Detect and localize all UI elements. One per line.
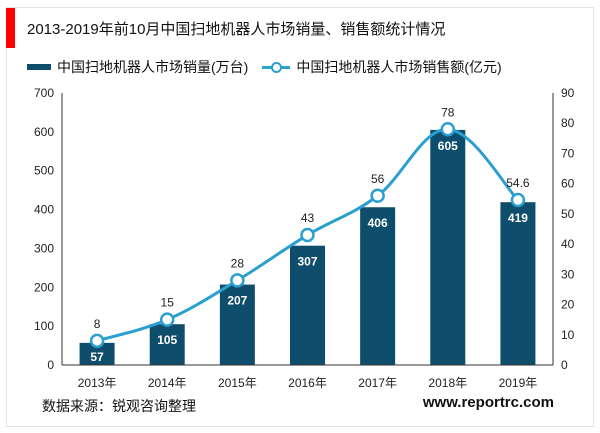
x-tick-label: 2018年 (428, 376, 467, 390)
title-accent-bar (6, 8, 15, 48)
left-tick-label: 200 (34, 280, 54, 294)
source-note: 数据来源：锐观咨询整理 (42, 398, 196, 414)
line-point (440, 122, 456, 137)
bar-value-label: 207 (227, 294, 247, 308)
line-point (370, 188, 385, 204)
right-tick-label: 20 (561, 298, 575, 312)
line-point (510, 192, 526, 208)
right-tick-label: 40 (561, 237, 575, 251)
line-value-label: 78 (441, 105, 455, 119)
left-tick-label: 300 (34, 241, 54, 255)
x-tick-label: 2014年 (148, 376, 187, 390)
bar (500, 202, 536, 365)
left-tick-label: 100 (34, 319, 54, 333)
line-value-label: 15 (161, 296, 175, 310)
line-point (89, 333, 105, 349)
legend-line-swatch (262, 62, 291, 73)
right-tick-label: 50 (561, 207, 575, 221)
bar-value-label: 419 (508, 211, 528, 225)
right-tick-label: 80 (561, 116, 575, 130)
left-tick-label: 500 (34, 164, 54, 178)
line-value-label: 56 (371, 172, 385, 186)
line-point (300, 227, 315, 243)
right-tick-label: 90 (561, 86, 575, 100)
bar-value-label: 406 (368, 216, 388, 230)
x-tick-label: 2013年 (78, 376, 117, 390)
left-tick-label: 700 (34, 86, 54, 100)
bar-value-label: 605 (438, 139, 458, 153)
legend-bar-swatch (27, 64, 51, 70)
right-tick-label: 60 (561, 177, 575, 191)
right-tick-label: 70 (561, 146, 575, 160)
x-tick-label: 2016年 (288, 376, 327, 390)
line-point (159, 312, 175, 327)
left-tick-label: 0 (47, 358, 54, 372)
right-tick-label: 10 (561, 328, 575, 342)
x-tick-label: 2017年 (358, 376, 397, 390)
x-tick-label: 2019年 (499, 376, 538, 390)
bar-value-label: 105 (157, 333, 177, 347)
bar (430, 129, 466, 365)
line-value-label: 43 (301, 211, 315, 225)
line-value-label: 8 (94, 317, 101, 331)
bar (79, 342, 115, 365)
left-tick-label: 400 (34, 203, 54, 217)
bar (290, 245, 325, 365)
legend-label-bar: 中国扫地机器人市场销量(万台) (57, 59, 249, 75)
bar (219, 284, 255, 365)
legend: 中国扫地机器人市场销量(万台) 中国扫地机器人市场销售额(亿元) (27, 57, 502, 77)
line-value-label: 28 (231, 256, 245, 270)
bar-value-label: 307 (297, 255, 317, 269)
bar (149, 324, 185, 365)
line-point (230, 273, 245, 288)
chart-title: 2013-2019年前10月中国扫地机器人市场销量、销售额统计情况 (27, 21, 446, 38)
watermark: www.reportrc.com (422, 394, 554, 411)
line-value-label: 54.6 (506, 176, 530, 190)
x-tick-label: 2015年 (218, 376, 257, 390)
right-tick-label: 0 (561, 358, 568, 372)
bar (360, 207, 396, 365)
legend-label-line: 中国扫地机器人市场销售额(亿元) (296, 59, 502, 75)
right-tick-label: 30 (561, 267, 575, 281)
bar-value-label: 57 (90, 350, 104, 364)
left-tick-label: 600 (34, 125, 54, 139)
